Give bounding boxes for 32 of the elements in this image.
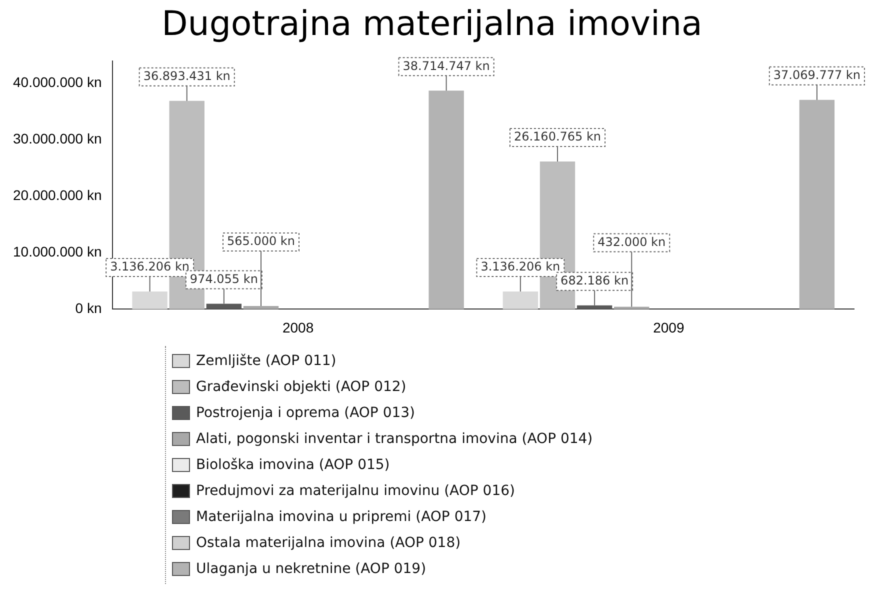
legend-label: Zemljište (AOP 011) (196, 353, 336, 369)
bar (132, 291, 168, 310)
bar (799, 100, 835, 310)
y-tick-label: 30.000.000 kn (12, 130, 102, 147)
data-label: 3.136.206 kn (480, 260, 560, 274)
y-tick-label: 40.000.000 kn (12, 74, 102, 90)
bar (428, 90, 464, 310)
bar (243, 306, 279, 310)
bar (502, 291, 538, 310)
legend-label: Ulaganja u nekretnine (AOP 019) (196, 561, 426, 577)
legend-label: Predujmovi za materijalnu imovinu (AOP 016) (196, 483, 515, 499)
legend-label: Biološka imovina (AOP 015) (196, 457, 390, 473)
data-label: 565.000 kn (226, 234, 295, 248)
legend-label: Postrojenja i oprema (AOP 013) (196, 405, 416, 421)
legend-label: Alati, pogonski inventar i transportna imovina (AOP 014) (196, 431, 593, 447)
x-tick-label: 2008 (282, 319, 314, 336)
legend-label: Građevinski objekti (AOP 012) (196, 379, 406, 395)
data-label: 3.136.206 kn (110, 260, 190, 274)
data-label: 974.055 kn (190, 272, 258, 286)
x-tick-label: 2009 (653, 319, 684, 336)
y-tick-label: 10.000.000 kn (12, 244, 102, 260)
chart-title: Dugotrajna materijalna imovina (162, 4, 702, 44)
data-label: 26.160.765 kn (514, 130, 602, 144)
legend-label: Ostala materijalna imovina (AOP 018) (196, 535, 461, 551)
y-tick-label: 0 kn (75, 300, 102, 316)
data-label: 37.069.777 kn (773, 68, 860, 82)
data-label: 38.714.747 kn (402, 58, 490, 73)
y-tick-label: 20.000.000 kn (12, 187, 102, 204)
data-label: 682.186 kn (560, 273, 629, 288)
data-label: 36.893.431 kn (143, 69, 230, 84)
legend-label: Materijalna imovina u pripremi (AOP 017) (196, 509, 487, 525)
data-label: 432.000 kn (598, 234, 666, 249)
